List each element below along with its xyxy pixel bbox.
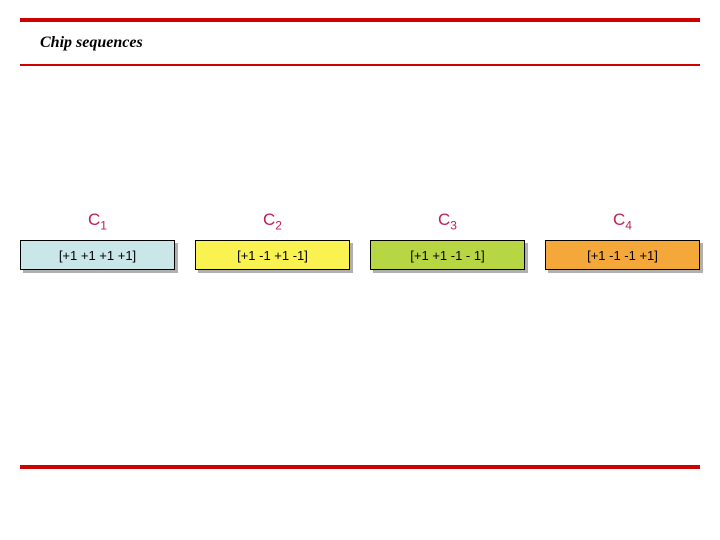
chip-box-wrap: [+1 -1 -1 +1] [545, 240, 700, 270]
chip-box: [+1 -1 -1 +1] [545, 240, 700, 270]
chip-box: [+1 +1 -1 - 1] [370, 240, 525, 270]
chip-label: C3 [438, 210, 457, 232]
chip-column: C4 [+1 -1 -1 +1] [545, 210, 700, 270]
chip-column: C1 [+1 +1 +1 +1] [20, 210, 175, 270]
chip-box-wrap: [+1 +1 +1 +1] [20, 240, 175, 270]
chip-box-wrap: [+1 -1 +1 -1] [195, 240, 350, 270]
chip-label: C1 [88, 210, 107, 232]
chip-column: C3 [+1 +1 -1 - 1] [370, 210, 525, 270]
chip-label: C2 [263, 210, 282, 232]
chip-box-wrap: [+1 +1 -1 - 1] [370, 240, 525, 270]
chip-column: C2 [+1 -1 +1 -1] [195, 210, 350, 270]
title-underline [20, 64, 700, 66]
top-rule [20, 18, 700, 22]
bottom-rule [20, 465, 700, 469]
chips-row: C1 [+1 +1 +1 +1] C2 [+1 -1 +1 -1] C3 [+1… [20, 210, 700, 270]
chip-box: [+1 +1 +1 +1] [20, 240, 175, 270]
chip-label: C4 [613, 210, 632, 232]
page-title: Chip sequences [40, 34, 143, 52]
chip-box: [+1 -1 +1 -1] [195, 240, 350, 270]
